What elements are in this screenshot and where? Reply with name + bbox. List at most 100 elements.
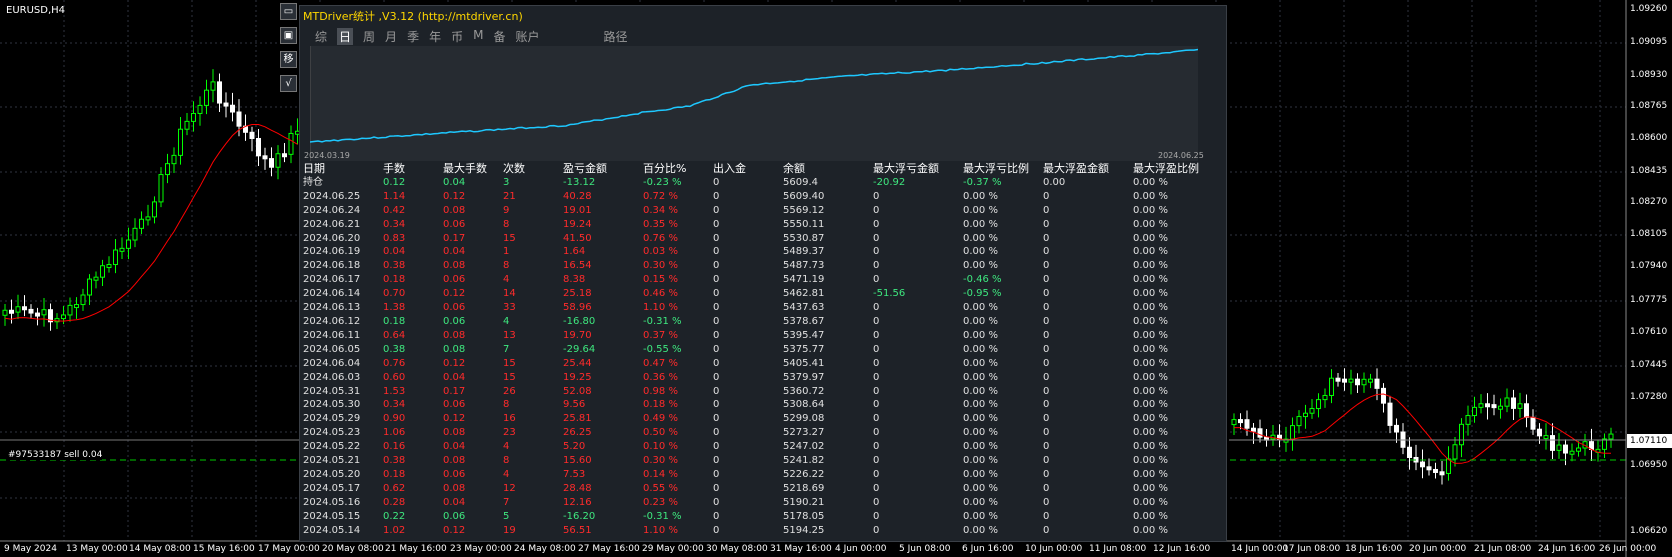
table-row: 2024.05.20 0.18 0.06 4 7.53 0.14 % 0 5226.22 0 0.… <box>303 468 1203 482</box>
table-row: 2024.05.21 0.38 0.08 8 15.60 0.30 % 0 5241.82 0 0… <box>303 454 1203 468</box>
candle-body <box>1238 419 1243 424</box>
column-header: 最大浮盈金额 <box>1043 162 1109 175</box>
time-label: 17 May 00:00 <box>258 544 320 554</box>
candle-body <box>1524 403 1529 418</box>
table-cell-pct: 0.55 % <box>643 482 678 494</box>
table-cell-max_lots: 0.08 <box>443 204 466 216</box>
table-cell-pnl: 19.24 <box>563 218 592 230</box>
tab-8[interactable]: 备 <box>493 30 506 44</box>
tab-2[interactable]: 周 <box>363 30 376 44</box>
table-cell-max_fl: -51.56 <box>873 288 906 300</box>
table-cell-date: 2024.06.03 <box>303 371 361 383</box>
tab-1[interactable]: 日 <box>337 28 354 45</box>
table-cell-lots: 0.16 <box>383 441 406 453</box>
table-cell-lots: 0.70 <box>383 288 406 300</box>
table-cell-max_fp_pct: 0.00 % <box>1133 176 1168 188</box>
table-cell-pnl: 58.96 <box>563 302 592 314</box>
table-cell-date: 2024.06.19 <box>303 246 361 258</box>
table-cell-io: 0 <box>713 427 720 439</box>
table-cell-max_lots: 0.12 <box>443 357 466 369</box>
tab-10[interactable]: 路径 <box>603 30 628 44</box>
table-cell-max_fp_pct: 0.00 % <box>1133 343 1168 355</box>
table-cell-count: 16 <box>503 413 516 425</box>
table-cell-max_lots: 0.06 <box>443 315 466 327</box>
candle-body <box>1394 424 1399 433</box>
table-cell-max_fl_pct: 0.00 % <box>963 399 998 411</box>
table-cell-max_lots: 0.04 <box>443 496 466 508</box>
table-cell-max_lots: 0.08 <box>443 427 466 439</box>
price-level-label: 1.09095 <box>1630 37 1668 47</box>
candle-body <box>204 89 209 106</box>
table-row: 2024.06.03 0.60 0.04 15 19.25 0.36 % 0 5379.97 0… <box>303 371 1203 385</box>
table-cell-lots: 0.60 <box>383 371 406 383</box>
table-cell-balance: 5437.63 <box>783 302 825 314</box>
table-cell-pnl: 25.81 <box>563 413 592 425</box>
table-cell-lots: 1.02 <box>383 524 406 536</box>
table-cell-count: 13 <box>503 329 516 341</box>
check-button[interactable]: √ <box>280 75 297 92</box>
minimize-button[interactable]: ▭ <box>280 3 297 20</box>
tab-5[interactable]: 年 <box>429 30 442 44</box>
table-cell-max_fl_pct: 0.00 % <box>963 385 998 397</box>
table-cell-count: 5 <box>503 510 510 522</box>
time-label: 21 May 16:00 <box>385 544 447 554</box>
candle-body <box>1602 438 1607 450</box>
tab-6[interactable]: 币 <box>451 30 464 44</box>
table-cell-balance: 5241.82 <box>783 455 825 467</box>
restore-button[interactable]: ▣ <box>280 27 297 44</box>
table-cell-lots: 0.34 <box>383 218 406 230</box>
candle-body <box>1446 458 1451 474</box>
table-cell-io: 0 <box>713 329 720 341</box>
candle-body <box>132 227 138 241</box>
table-cell-io: 0 <box>713 190 720 202</box>
order-label[interactable]: #97533187 sell 0.04 <box>8 450 103 460</box>
table-cell-max_fp_pct: 0.00 % <box>1133 204 1168 216</box>
table-cell-count: 9 <box>503 204 510 216</box>
table-cell-io: 0 <box>713 357 720 369</box>
table-cell-max_lots: 0.04 <box>443 371 466 383</box>
table-row: 2024.05.22 0.16 0.04 4 5.20 0.10 % 0 5247.02 0 0.… <box>303 440 1203 454</box>
tab-7[interactable]: M <box>473 28 484 42</box>
tab-3[interactable]: 月 <box>385 30 398 44</box>
time-label: 21 Jun 08:00 <box>1474 544 1532 554</box>
table-cell-max_fl_pct: -0.37 % <box>963 176 1002 188</box>
price-level-label: 1.08930 <box>1630 70 1668 80</box>
candle-body <box>1251 427 1256 432</box>
table-cell-pct: 0.72 % <box>643 190 678 202</box>
candle-body <box>1420 461 1425 468</box>
table-cell-date: 2024.05.16 <box>303 496 361 508</box>
column-header: 日期 <box>303 162 325 175</box>
table-cell-count: 33 <box>503 302 516 314</box>
table-cell-pnl: -16.80 <box>563 315 596 327</box>
candle-body <box>1244 419 1250 429</box>
table-cell-lots: 0.83 <box>383 232 406 244</box>
price-level-label: 1.08105 <box>1630 229 1668 239</box>
tab-9[interactable]: 账户 <box>515 30 540 44</box>
moving-average-line <box>1234 393 1612 464</box>
table-cell-balance: 5530.87 <box>783 232 825 244</box>
table-cell-io: 0 <box>713 176 720 188</box>
candle-body <box>184 120 190 130</box>
table-cell-max_fl: 0 <box>873 190 880 202</box>
move-button[interactable]: 移 <box>280 51 297 68</box>
table-row: 2024.05.30 0.34 0.06 8 9.56 0.18 % 0 5308.64 0 0.… <box>303 398 1203 412</box>
table-cell-max_lots: 0.06 <box>443 399 466 411</box>
table-cell-pct: 0.30 % <box>643 455 678 467</box>
table-cell-pct: 0.76 % <box>643 232 678 244</box>
table-cell-io: 0 <box>713 468 720 480</box>
tab-4[interactable]: 季 <box>407 30 420 44</box>
table-cell-pct: 0.14 % <box>643 468 678 480</box>
candle-body <box>61 314 66 320</box>
table-cell-max_fp: 0 <box>1043 371 1050 383</box>
table-cell-balance: 5194.25 <box>783 524 825 536</box>
tab-0[interactable]: 综 <box>315 30 328 44</box>
table-cell-max_fl: 0 <box>873 329 880 341</box>
candle-body <box>1303 412 1308 418</box>
table-cell-count: 4 <box>503 274 510 286</box>
price-level-label: 1.08600 <box>1630 133 1668 143</box>
table-cell-balance: 5273.27 <box>783 427 825 439</box>
table-cell-pnl: 41.50 <box>563 232 592 244</box>
candle-body <box>1374 378 1380 389</box>
candle-body <box>1530 416 1536 430</box>
candle-body <box>282 153 287 158</box>
